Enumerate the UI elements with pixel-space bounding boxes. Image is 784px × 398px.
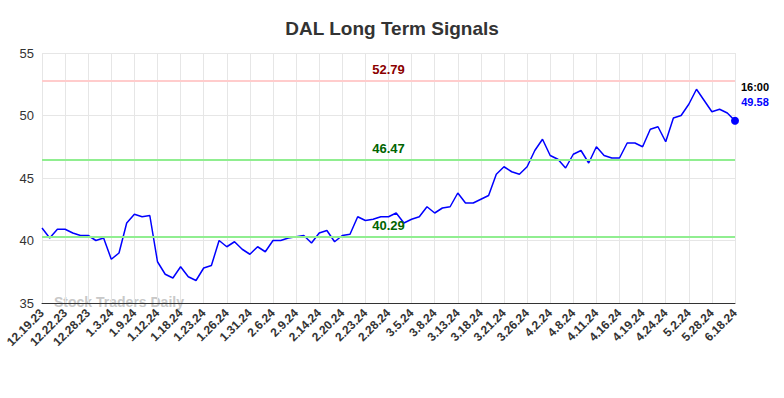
svg-text:1.12.24: 1.12.24 — [124, 306, 163, 345]
svg-text:5.2.24: 5.2.24 — [660, 306, 694, 340]
svg-text:4.2.24: 4.2.24 — [521, 306, 556, 340]
svg-text:1.26.24: 1.26.24 — [193, 306, 232, 345]
svg-text:55: 55 — [20, 46, 34, 61]
svg-text:16:00: 16:00 — [741, 81, 769, 93]
svg-text:12.19.23: 12.19.23 — [4, 306, 47, 349]
svg-text:4.24.24: 4.24.24 — [632, 306, 671, 345]
svg-text:6.18.24: 6.18.24 — [702, 306, 740, 344]
svg-text:52.79: 52.79 — [372, 62, 405, 77]
svg-text:3.8.24: 3.8.24 — [406, 306, 440, 340]
svg-text:50: 50 — [20, 108, 34, 123]
svg-text:2.14.24: 2.14.24 — [286, 306, 325, 345]
svg-text:35: 35 — [20, 296, 34, 311]
svg-text:40.29: 40.29 — [372, 218, 405, 233]
svg-text:1.31.24: 1.31.24 — [216, 306, 255, 345]
svg-text:12.22.23: 12.22.23 — [27, 306, 70, 349]
svg-text:40: 40 — [20, 233, 34, 248]
svg-text:4.8.24: 4.8.24 — [544, 306, 579, 340]
svg-text:4.16.24: 4.16.24 — [586, 306, 625, 345]
svg-text:3.21.24: 3.21.24 — [470, 306, 509, 345]
svg-text:2.20.24: 2.20.24 — [309, 306, 348, 345]
svg-text:2.6.24: 2.6.24 — [244, 306, 278, 340]
svg-text:1.9.24: 1.9.24 — [105, 306, 140, 340]
svg-text:2.28.24: 2.28.24 — [355, 306, 394, 345]
svg-text:46.47: 46.47 — [372, 141, 405, 156]
svg-text:2.9.24: 2.9.24 — [267, 306, 301, 340]
svg-text:1.3.24: 1.3.24 — [82, 306, 117, 340]
svg-text:45: 45 — [20, 171, 34, 186]
svg-text:3.26.24: 3.26.24 — [493, 306, 532, 345]
svg-text:12.28.23: 12.28.23 — [50, 306, 94, 349]
svg-text:1.23.24: 1.23.24 — [170, 306, 209, 345]
svg-text:Stock Traders Daily: Stock Traders Daily — [54, 294, 184, 310]
svg-text:1.18.24: 1.18.24 — [147, 306, 186, 345]
svg-text:4.11.24: 4.11.24 — [563, 306, 602, 344]
svg-text:4.19.24: 4.19.24 — [609, 306, 648, 345]
svg-text:5.28.24: 5.28.24 — [678, 306, 717, 345]
svg-text:3.5.24: 3.5.24 — [383, 306, 417, 340]
svg-text:2.23.24: 2.23.24 — [332, 306, 371, 345]
svg-text:3.13.24: 3.13.24 — [424, 306, 463, 345]
svg-text:3.18.24: 3.18.24 — [447, 306, 486, 345]
svg-text:DAL Long Term Signals: DAL Long Term Signals — [285, 18, 499, 39]
svg-text:49.58: 49.58 — [741, 96, 769, 108]
